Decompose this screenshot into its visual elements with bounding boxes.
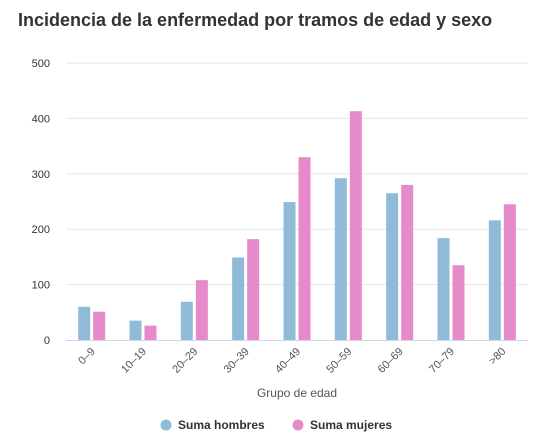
x-tick-label: 50–59 [324, 346, 354, 376]
bar-mujeres[interactable] [452, 265, 465, 340]
bar-hombres[interactable] [334, 178, 347, 340]
bar-hombres[interactable] [386, 193, 399, 340]
y-tick-label: 200 [32, 224, 50, 236]
legend: Suma hombres Suma mujeres [160, 418, 392, 432]
y-tick-label: 0 [44, 335, 50, 347]
y-tick-label: 500 [32, 58, 50, 70]
bars [78, 111, 516, 340]
x-tick-label: 40–49 [273, 346, 303, 376]
x-tick-label: 70–79 [427, 346, 457, 376]
bar-mujeres[interactable] [247, 239, 260, 340]
bar-mujeres[interactable] [298, 157, 311, 340]
bar-hombres[interactable] [78, 306, 91, 340]
y-tick-label: 300 [32, 169, 50, 181]
x-axis-label: Grupo de edad [257, 386, 337, 400]
bar-mujeres[interactable] [401, 184, 414, 340]
bar-hombres[interactable] [437, 238, 450, 340]
x-tick-label: 10–19 [119, 346, 149, 376]
bar-mujeres[interactable] [349, 111, 362, 340]
y-tick-label: 100 [32, 280, 50, 292]
x-tick-label: >80 [487, 346, 509, 368]
x-axis-ticks: 0–9 10–19 20–29 30–39 40–49 50–59 60–69 70–79 >8… [76, 346, 508, 376]
y-axis-ticks: 0 100 200 300 400 500 [32, 58, 50, 347]
bar-mujeres[interactable] [503, 204, 516, 340]
bar-mujeres[interactable] [144, 325, 157, 340]
grid-lines [66, 62, 528, 286]
legend-label-mujeres[interactable]: Suma mujeres [310, 418, 392, 432]
bar-hombres[interactable] [232, 257, 245, 340]
bar-hombres[interactable] [129, 320, 142, 340]
x-tick-label: 20–29 [170, 346, 200, 376]
bar-mujeres[interactable] [93, 311, 106, 340]
y-tick-label: 400 [32, 113, 50, 125]
x-tick-label: 0–9 [76, 346, 97, 367]
bar-mujeres[interactable] [195, 280, 208, 340]
bar-hombres[interactable] [283, 202, 296, 340]
legend-label-hombres[interactable]: Suma hombres [178, 418, 265, 432]
legend-marker-mujeres[interactable] [292, 419, 304, 431]
bar-hombres[interactable] [488, 220, 501, 340]
chart-title: Incidencia de la enfermedad por tramos d… [18, 10, 493, 30]
bar-hombres[interactable] [180, 301, 193, 340]
legend-marker-hombres[interactable] [160, 419, 172, 431]
x-tick-label: 60–69 [376, 346, 406, 376]
x-tick-label: 30–39 [222, 346, 252, 376]
